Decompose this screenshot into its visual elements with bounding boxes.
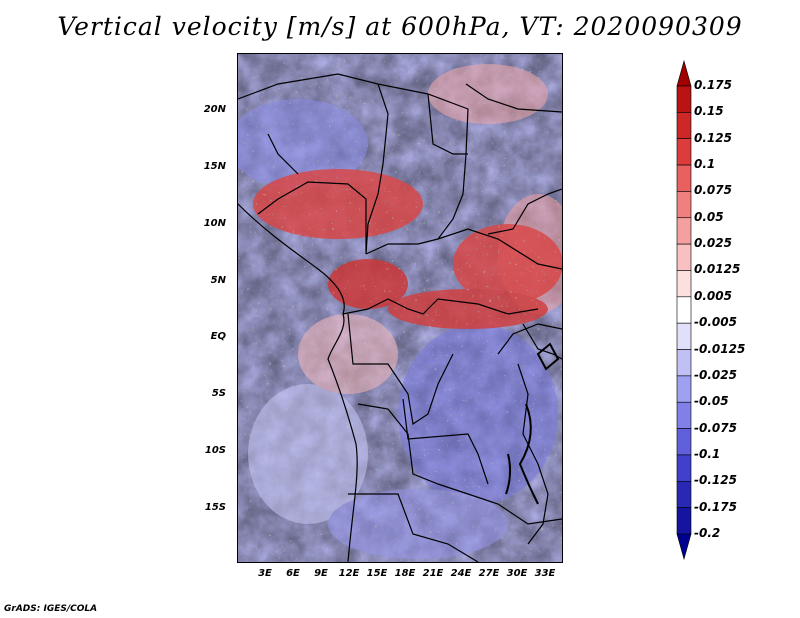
colorbar-label: -0.005 — [694, 315, 737, 330]
colorbar-segment — [676, 60, 692, 87]
lon-label-12e: 12E — [338, 568, 360, 579]
colorbar-segment — [676, 270, 692, 298]
lon-label-3e: 3E — [258, 568, 272, 579]
lat-label-20n: 20N — [203, 104, 226, 115]
colorbar-label: -0.1 — [694, 446, 721, 461]
lat-label-eq: EQ — [210, 331, 226, 342]
colorbar-label: 0.075 — [694, 183, 732, 198]
colorbar-segment — [676, 138, 692, 166]
colorbar-label: 0.125 — [694, 130, 732, 145]
lat-label-15s: 15S — [204, 502, 226, 513]
colorbar-label: -0.05 — [694, 394, 729, 409]
lon-label-6e: 6E — [286, 568, 300, 579]
colorbar-segment — [676, 322, 692, 350]
lon-label-18e: 18E — [394, 568, 416, 579]
colorbar-segment — [676, 375, 692, 403]
colorbar-segment — [676, 533, 692, 560]
colorbar-segment — [676, 243, 692, 271]
colorbar-segment — [676, 507, 692, 535]
colorbar-segment — [676, 217, 692, 245]
colorbar-label: 0.15 — [694, 104, 724, 119]
lon-label-27e: 27E — [478, 568, 500, 579]
colorbar-segment — [676, 85, 692, 113]
lon-label-21e: 21E — [422, 568, 444, 579]
colorbar-label: 0.05 — [694, 209, 724, 224]
colorbar-label: 0.005 — [694, 288, 732, 303]
colorbar-label: -0.0125 — [694, 341, 746, 356]
colorbar-segment — [676, 164, 692, 192]
colorbar-segment — [676, 401, 692, 429]
colorbar-segment — [676, 112, 692, 140]
lat-label-5n: 5N — [210, 275, 226, 286]
lat-label-15n: 15N — [203, 161, 226, 172]
colorbar-label: 0.175 — [694, 78, 732, 92]
map-title: Vertical velocity [m/s] at 600hPa, VT: 2… — [57, 12, 743, 41]
colorbar — [676, 60, 692, 560]
country-borders — [238, 73, 562, 562]
colorbar-segment — [676, 191, 692, 219]
colorbar-label: -0.125 — [694, 473, 737, 488]
lon-label-9e: 9E — [314, 568, 328, 579]
lon-label-30e: 30E — [506, 568, 528, 579]
colorbar-segment — [676, 349, 692, 377]
lon-label-33e: 33E — [534, 568, 556, 579]
colorbar-segment — [676, 296, 692, 324]
colorbar-label: -0.175 — [694, 499, 737, 514]
colorbar-label: -0.025 — [694, 367, 737, 382]
lat-label-10s: 10S — [204, 445, 226, 456]
lat-label-5s: 5S — [211, 388, 226, 399]
colorbar-label: -0.2 — [694, 526, 721, 540]
velocity-field — [238, 54, 562, 562]
colorbar-segment — [676, 454, 692, 482]
colorbar-segment — [676, 428, 692, 456]
lon-label-24e: 24E — [450, 568, 472, 579]
colorbar-label: 0.0125 — [694, 262, 741, 277]
grads-credit: GrADS: IGES/COLA — [4, 604, 98, 614]
colorbar-label: -0.075 — [694, 420, 737, 435]
map-plot-area — [237, 53, 563, 563]
lon-label-15e: 15E — [366, 568, 388, 579]
lakes — [505, 342, 560, 505]
colorbar-label: 0.1 — [694, 157, 716, 172]
colorbar-label: 0.025 — [694, 236, 732, 251]
colorbar-segment — [676, 480, 692, 508]
lat-label-10n: 10N — [203, 218, 226, 229]
